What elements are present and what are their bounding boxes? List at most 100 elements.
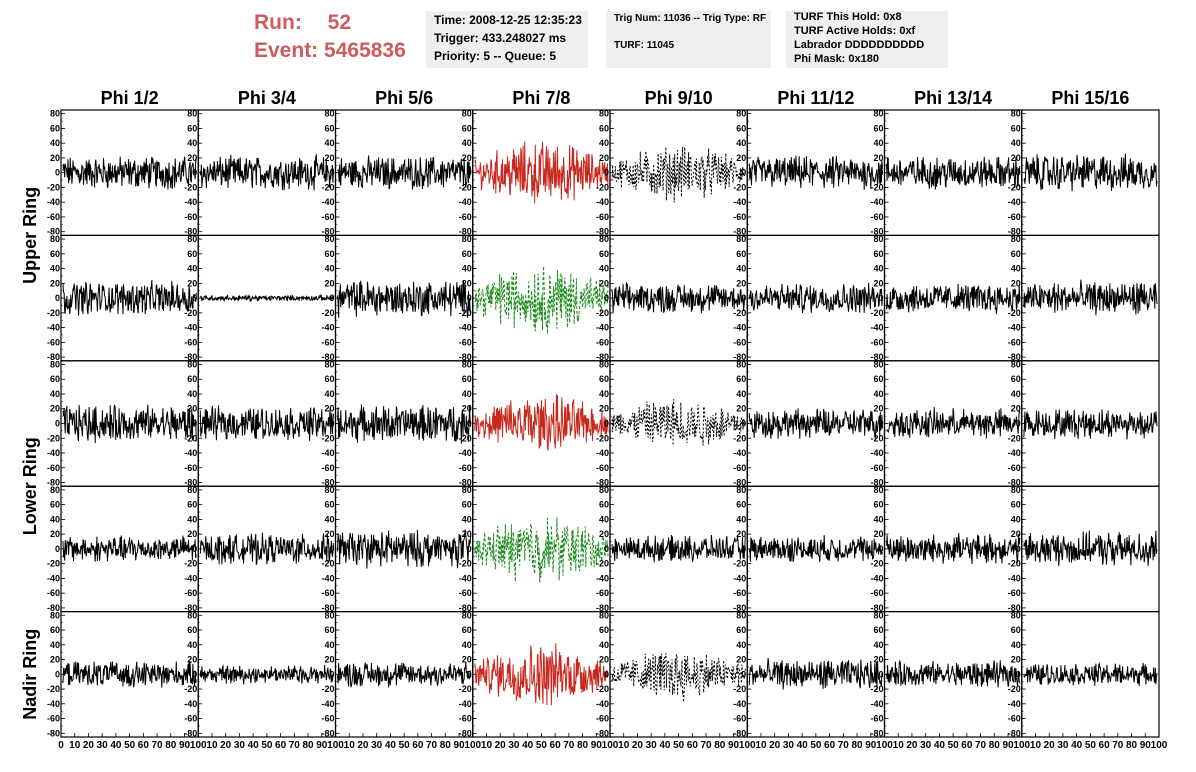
y-tick-label: -20 bbox=[184, 559, 197, 569]
turf-this-hold-line: TURF This Hold: 0x8 bbox=[794, 11, 902, 23]
labrador-line: Labrador DDDDDDDDDD bbox=[794, 39, 925, 51]
column-header: Phi 7/8 bbox=[512, 88, 570, 108]
ring-label: Upper Ring bbox=[20, 187, 40, 284]
x-tick-label: 90 bbox=[591, 740, 603, 751]
y-tick-label: -40 bbox=[870, 448, 883, 458]
y-tick-label: -60 bbox=[870, 212, 883, 222]
y-tick-label: 20 bbox=[873, 278, 883, 288]
x-tick-label: 50 bbox=[673, 740, 685, 751]
y-tick-label: 20 bbox=[324, 655, 334, 665]
x-tick-label: 70 bbox=[838, 740, 850, 751]
y-tick-label: -20 bbox=[870, 433, 883, 443]
y-tick-label: -20 bbox=[596, 182, 609, 192]
y-tick-label: 0 bbox=[192, 544, 197, 554]
y-tick-label: 20 bbox=[50, 655, 60, 665]
x-tick-label: 20 bbox=[769, 740, 781, 751]
y-tick-label: -80 bbox=[184, 352, 197, 362]
y-tick-label: -80 bbox=[870, 603, 883, 613]
y-tick-label: 60 bbox=[599, 625, 609, 635]
x-tick-label: 80 bbox=[577, 740, 589, 751]
y-tick-label: 20 bbox=[50, 153, 60, 163]
y-tick-label: -40 bbox=[596, 699, 609, 709]
x-tick-label: 80 bbox=[989, 740, 1001, 751]
y-tick-label: -80 bbox=[1008, 352, 1021, 362]
x-tick-label: 60 bbox=[961, 740, 973, 751]
y-tick-label: -60 bbox=[47, 588, 60, 598]
y-tick-label: -60 bbox=[184, 463, 197, 473]
y-tick-label: 40 bbox=[50, 514, 60, 524]
y-tick-label: 0 bbox=[192, 419, 197, 429]
waveform-trace bbox=[886, 659, 1021, 688]
y-tick-label: 40 bbox=[1011, 514, 1021, 524]
y-tick-label: 80 bbox=[599, 485, 609, 495]
y-tick-label: 40 bbox=[50, 138, 60, 148]
y-tick-label: 40 bbox=[736, 514, 746, 524]
priority-line: Priority: 5 -- Queue: 5 bbox=[434, 49, 557, 63]
y-tick-label: -40 bbox=[47, 448, 60, 458]
y-tick-label: 80 bbox=[324, 359, 334, 369]
y-tick-label: -60 bbox=[733, 588, 746, 598]
time-trigger-box: Time: 2008-12-25 12:35:23 Trigger: 433.2… bbox=[426, 11, 588, 68]
y-tick-label: 80 bbox=[736, 359, 746, 369]
waveform-trace bbox=[611, 399, 746, 446]
x-tick-label: 100 bbox=[739, 740, 756, 751]
y-tick-label: 40 bbox=[187, 264, 197, 274]
y-tick-label: 40 bbox=[187, 514, 197, 524]
waveform-trace bbox=[1023, 409, 1158, 440]
y-tick-label: 40 bbox=[324, 514, 334, 524]
y-tick-label: 0 bbox=[1016, 419, 1021, 429]
y-tick-label: -60 bbox=[459, 588, 472, 598]
y-tick-label: -20 bbox=[870, 308, 883, 318]
column-header: Phi 1/2 bbox=[101, 88, 159, 108]
waveform-trace bbox=[886, 407, 1021, 439]
y-tick-label: 0 bbox=[741, 168, 746, 178]
y-tick-label: 60 bbox=[462, 625, 472, 635]
panel-frame bbox=[60, 610, 199, 738]
y-tick-label: 80 bbox=[50, 485, 60, 495]
x-tick-label: 100 bbox=[876, 740, 893, 751]
y-tick-label: 0 bbox=[467, 168, 472, 178]
y-tick-label: 0 bbox=[604, 419, 609, 429]
y-tick-label: 20 bbox=[736, 278, 746, 288]
y-tick-label: -20 bbox=[184, 433, 197, 443]
run-label: Run: 52 bbox=[254, 11, 351, 35]
y-tick-label: 40 bbox=[599, 264, 609, 274]
y-tick-label: 60 bbox=[50, 374, 60, 384]
y-tick-label: 20 bbox=[324, 153, 334, 163]
y-tick-label: 0 bbox=[329, 669, 334, 679]
y-tick-label: 80 bbox=[873, 234, 883, 244]
y-tick-label: -40 bbox=[47, 699, 60, 709]
waveform-trace bbox=[474, 266, 609, 334]
y-tick-label: 0 bbox=[1016, 544, 1021, 554]
y-tick-label: 40 bbox=[187, 138, 197, 148]
y-tick-label: 80 bbox=[1011, 234, 1021, 244]
turf-holds-box: TURF This Hold: 0x8 TURF Active Holds: 0… bbox=[786, 11, 948, 68]
x-tick-label: 100 bbox=[1013, 740, 1030, 751]
x-tick-label: 30 bbox=[508, 740, 520, 751]
y-tick-label: -40 bbox=[47, 573, 60, 583]
y-tick-label: -60 bbox=[596, 714, 609, 724]
y-tick-label: -60 bbox=[47, 714, 60, 724]
ring-label: Lower Ring bbox=[20, 437, 40, 535]
y-tick-label: 0 bbox=[741, 544, 746, 554]
x-tick-label: 100 bbox=[1151, 740, 1168, 751]
y-tick-label: 40 bbox=[324, 640, 334, 650]
y-tick-label: 20 bbox=[50, 404, 60, 414]
y-tick-label: -60 bbox=[459, 463, 472, 473]
y-tick-label: 40 bbox=[462, 389, 472, 399]
panel-frame bbox=[334, 109, 474, 237]
x-tick-label: 10 bbox=[618, 740, 630, 751]
y-tick-label: 60 bbox=[736, 374, 746, 384]
y-tick-label: -60 bbox=[870, 337, 883, 347]
waveform-trace bbox=[611, 146, 746, 203]
y-tick-label: 80 bbox=[324, 234, 334, 244]
y-tick-label: 40 bbox=[50, 640, 60, 650]
x-tick-label: 90 bbox=[1140, 740, 1152, 751]
y-tick-label: -80 bbox=[459, 227, 472, 237]
y-tick-label: -80 bbox=[459, 728, 472, 738]
y-tick-label: -20 bbox=[733, 182, 746, 192]
y-tick-label: 20 bbox=[1011, 404, 1021, 414]
y-tick-label: 20 bbox=[462, 404, 472, 414]
y-tick-label: 20 bbox=[50, 278, 60, 288]
y-tick-label: -60 bbox=[733, 212, 746, 222]
